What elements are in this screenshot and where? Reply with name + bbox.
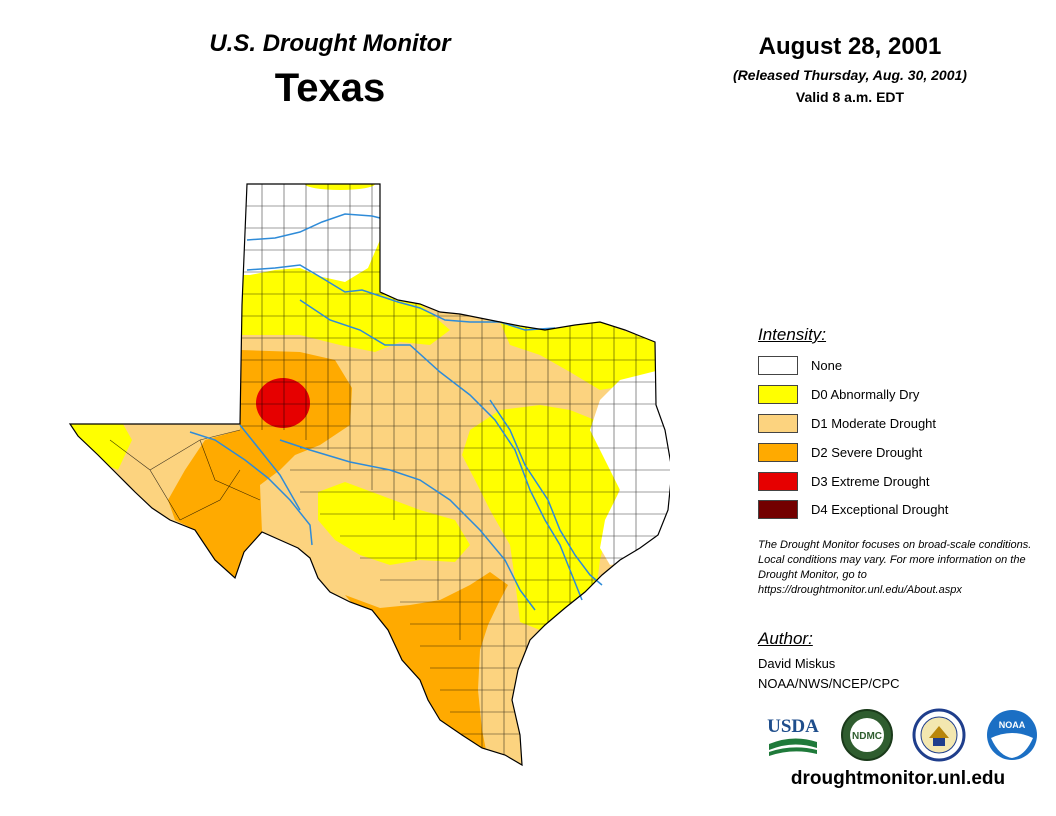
texas-drought-map bbox=[68, 183, 670, 767]
legend-swatch-d1 bbox=[758, 413, 798, 433]
ndmc-logo-text: NDMC bbox=[852, 731, 882, 742]
usda-logo-text: USDA bbox=[767, 716, 819, 737]
legend-item-d0: D0 Abnormally Dry bbox=[758, 384, 919, 404]
legend-label-none: None bbox=[811, 357, 843, 373]
legend-label-d4: D4 Exceptional Drought bbox=[811, 501, 949, 517]
legend-label-d0: D0 Abnormally Dry bbox=[811, 386, 920, 402]
d0-hill-country-region bbox=[318, 482, 470, 565]
doc-logo bbox=[912, 708, 966, 762]
d0-far-west-region bbox=[70, 410, 132, 470]
legend-item-d1: D1 Moderate Drought bbox=[758, 413, 936, 433]
none-panhandle-region bbox=[240, 184, 385, 282]
rivers bbox=[189, 213, 603, 611]
valid-time: Valid 8 a.m. EDT bbox=[795, 89, 905, 105]
author-title: Author: bbox=[758, 629, 813, 648]
brazos-river bbox=[299, 299, 583, 601]
prairie-dog-town-fork bbox=[246, 264, 381, 297]
d0-north-texas-region bbox=[500, 322, 656, 390]
rio-grande bbox=[189, 431, 313, 546]
legend-title: Intensity: bbox=[758, 325, 827, 344]
legend-label-d3: D3 Extreme Drought bbox=[811, 473, 930, 489]
state-name: Texas bbox=[274, 66, 386, 110]
legend-item-d2: D2 Severe Drought bbox=[758, 442, 922, 462]
ndmc-logo: NDMC bbox=[841, 709, 893, 761]
texas-outline bbox=[68, 183, 670, 767]
d3-region bbox=[256, 378, 310, 428]
colorado-river bbox=[279, 439, 536, 611]
d0-rolling-plains-region bbox=[240, 292, 450, 352]
legend-item-d3: D3 Extreme Drought bbox=[758, 471, 930, 491]
release-date: (Released Thursday, Aug. 30, 2001) bbox=[733, 67, 967, 83]
d0-panhandle-north-strip bbox=[305, 184, 375, 190]
legend-swatch-d3 bbox=[758, 471, 798, 491]
legend-label-d2: D2 Severe Drought bbox=[811, 444, 923, 460]
pecos-river bbox=[239, 424, 301, 511]
footer-url[interactable]: droughtmonitor.unl.edu bbox=[790, 768, 1006, 789]
d2-south-region bbox=[345, 572, 508, 760]
drought-intensity-layer bbox=[70, 184, 670, 765]
usda-logo-hills bbox=[769, 738, 817, 750]
legend-swatch-d2 bbox=[758, 442, 798, 462]
author-name: David Miskus bbox=[758, 656, 836, 671]
legend-item-d4: D4 Exceptional Drought bbox=[758, 499, 948, 519]
legend-swatch-d4 bbox=[758, 499, 798, 519]
none-east-texas-region bbox=[590, 370, 670, 565]
map-date: August 28, 2001 bbox=[758, 33, 942, 60]
disclaimer-note: The Drought Monitor focuses on broad-sca… bbox=[758, 539, 1032, 596]
legend-item-none: None bbox=[758, 355, 842, 375]
noaa-logo-text: NOAA bbox=[999, 720, 1026, 730]
author-org: NOAA/NWS/NCEP/CPC bbox=[758, 676, 900, 691]
noaa-logo: NOAA bbox=[987, 710, 1037, 760]
county-lines-trans-pecos bbox=[109, 429, 261, 521]
red-river bbox=[379, 295, 556, 331]
trinity-river bbox=[489, 399, 603, 586]
legend-swatch-none bbox=[758, 355, 798, 375]
usda-logo: USDA bbox=[767, 716, 819, 756]
legend-label-d1: D1 Moderate Drought bbox=[811, 415, 937, 431]
canadian-river bbox=[246, 213, 381, 241]
legend-swatch-d0 bbox=[758, 384, 798, 404]
map-title: U.S. Drought Monitor bbox=[209, 30, 451, 57]
